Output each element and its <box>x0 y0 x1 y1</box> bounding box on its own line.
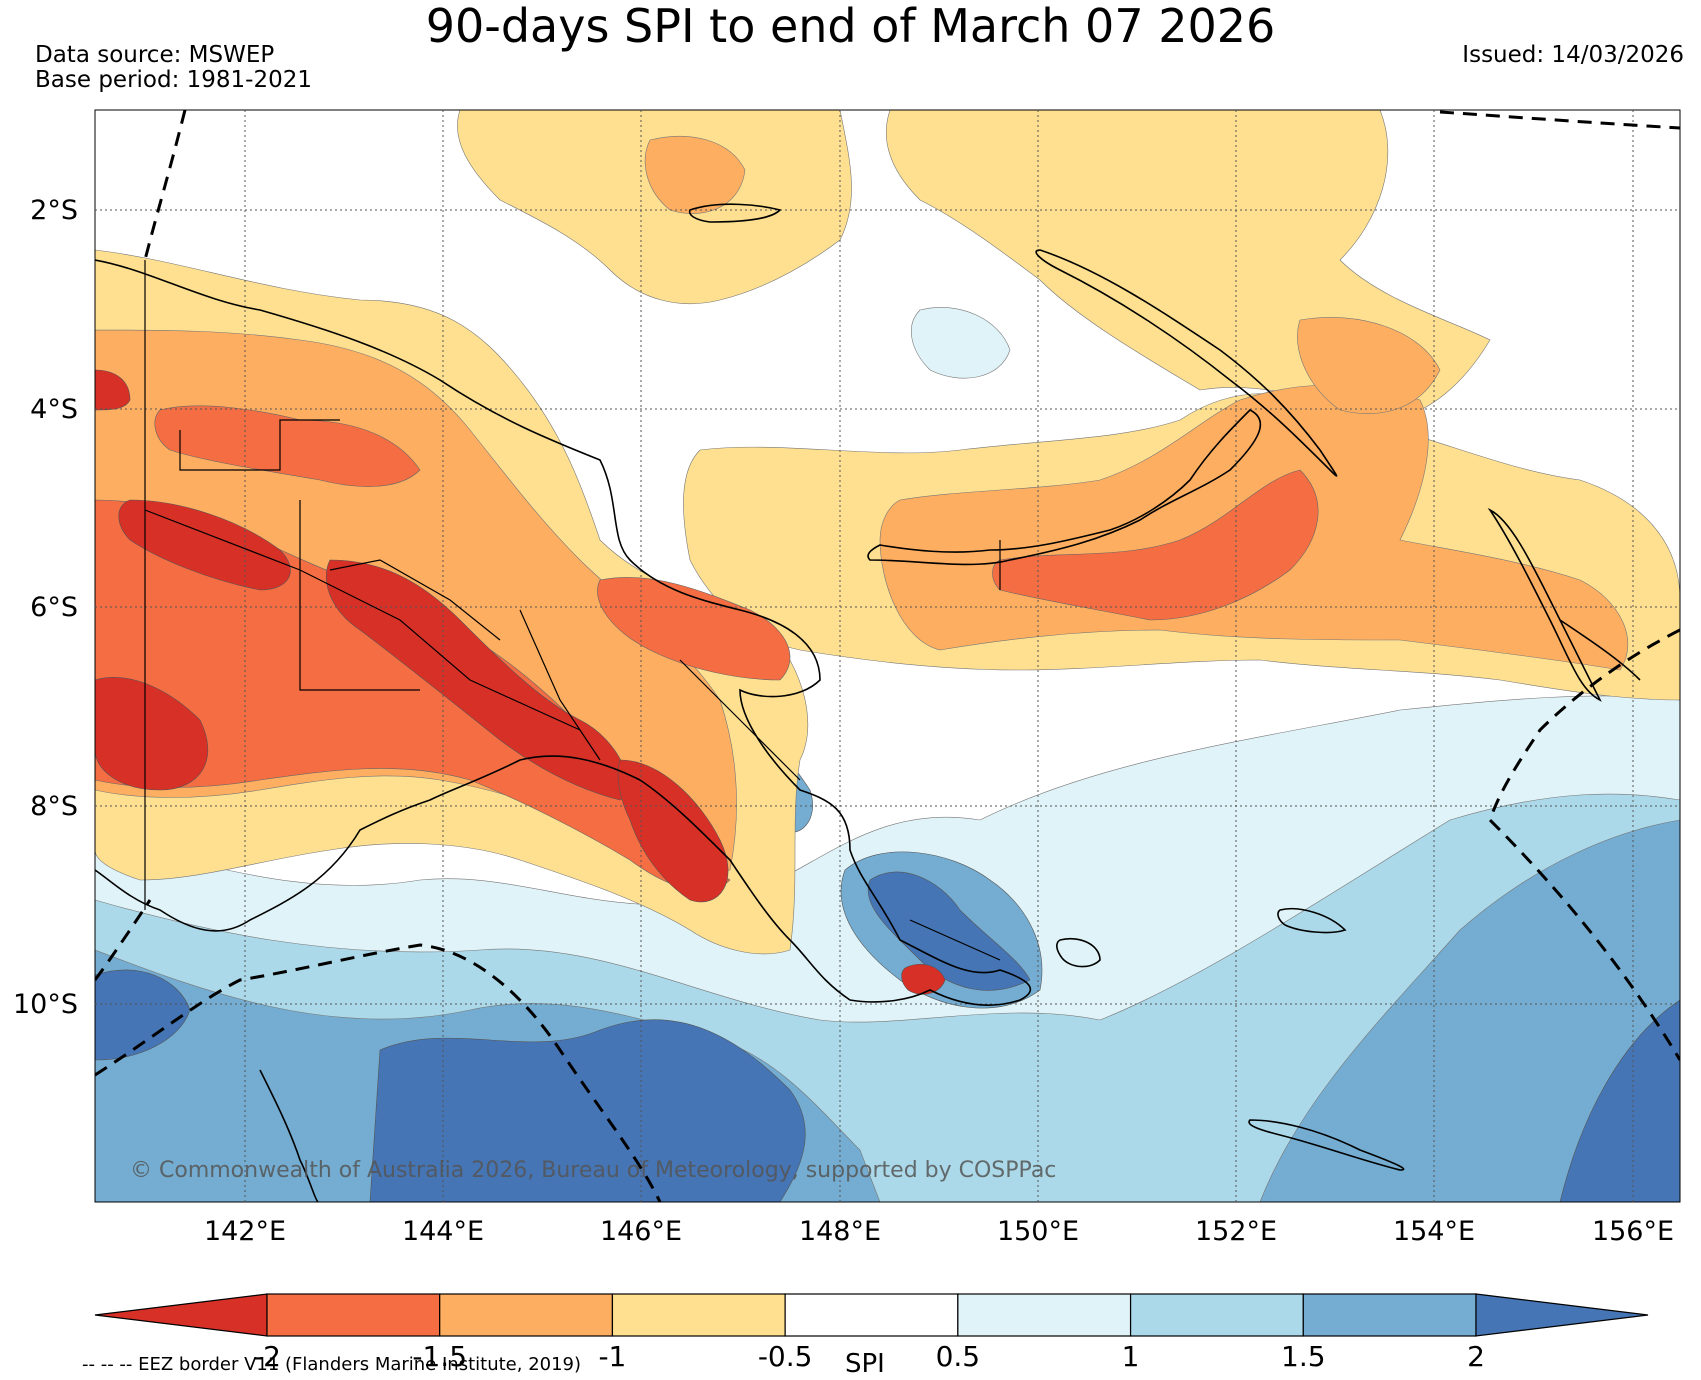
colorbar-swatch <box>957 1293 1132 1337</box>
lon-label: 142°E <box>204 1216 286 1247</box>
lat-label: 4°S <box>30 394 78 425</box>
dry-region-west-4b <box>118 499 291 591</box>
dry-region-west-3b <box>154 405 421 487</box>
spi-field <box>95 110 1680 1202</box>
dry-region-north-3 <box>644 135 746 214</box>
coastline-new-guinea-north <box>95 259 1032 1006</box>
dry-region-east-3 <box>992 469 1319 621</box>
base-period-label: Base period: 1981-2021 <box>35 67 313 93</box>
colorbar-swatches <box>94 1293 1649 1337</box>
colorbar-swatch <box>611 1293 786 1337</box>
colorbar-tick-label: 2 <box>1467 1340 1485 1373</box>
dry-region-west-4c <box>95 369 131 411</box>
dry-region-central-4b <box>617 759 729 903</box>
colorbar-ticks: -2 -1.5 -1 -0.5 0.5 1 1.5 2 <box>253 1340 1485 1373</box>
colorbar-swatch <box>784 1293 959 1337</box>
colorbar-tick-label: 1.5 <box>1281 1340 1326 1373</box>
dry-region-central-3 <box>597 577 791 681</box>
colorbar-swatch <box>1302 1293 1477 1337</box>
wet-region-southeast-3 <box>1259 819 1680 1202</box>
coastline-bougainville <box>1487 507 1602 702</box>
wet-region-south-4 <box>369 1019 806 1202</box>
lat-label: 8°S <box>30 791 78 822</box>
colorbar-tick-label: -0.5 <box>758 1340 813 1373</box>
issued-date-label: Issued: 14/03/2026 <box>1462 42 1684 68</box>
coastline-new-britain <box>867 409 1262 566</box>
country-borders <box>144 260 1001 961</box>
wet-region-milne-core <box>867 871 1031 991</box>
coastlines <box>95 203 1641 1202</box>
eez-border-west <box>143 110 187 261</box>
lat-label: 10°S <box>13 989 78 1020</box>
dry-region-milne-4 <box>901 964 946 995</box>
colorbar-swatch <box>94 1293 268 1337</box>
coastline-manus <box>688 203 782 223</box>
coastline-new-ireland <box>1035 249 1338 477</box>
colorbar-tick-label: -2 <box>253 1340 281 1373</box>
lon-label: 150°E <box>997 1216 1079 1247</box>
lon-label: 144°E <box>402 1216 484 1247</box>
lon-label: 146°E <box>600 1216 682 1247</box>
eez-borders <box>95 110 1680 1202</box>
colorbar-swatch <box>1129 1293 1304 1337</box>
map-title: 90-days SPI to end of March 07 2026 <box>425 0 1276 53</box>
eez-border-southwest <box>95 943 662 1202</box>
colorbar-swatch <box>266 1293 441 1337</box>
latitude-labels: 2°S 4°S 6°S 8°S 10°S <box>13 195 78 1020</box>
wet-region-north <box>911 307 1011 379</box>
colorbar-tick-label: 1 <box>1122 1340 1140 1373</box>
coastline-louisiade <box>1248 1119 1405 1171</box>
coastline-solomon-north <box>1559 619 1641 681</box>
colorbar-tick-label: 0.5 <box>936 1340 981 1373</box>
longitude-labels: 142°E 144°E 146°E 148°E 150°E 152°E 154°… <box>204 1216 1674 1247</box>
coastline-goodenough <box>1056 938 1101 968</box>
lat-label: 6°S <box>30 592 78 623</box>
colorbar-label: SPI <box>845 1349 885 1379</box>
colorbar-tick-label: -1 <box>598 1340 626 1373</box>
map-frame <box>94 109 1681 1203</box>
eez-border-east <box>1488 628 1680 1061</box>
eez-legend-note: -- -- -- EEZ border V11 (Flanders Marine… <box>82 1354 582 1375</box>
province-boundaries <box>144 419 1001 961</box>
copyright-notice: © Commonwealth of Australia 2026, Bureau… <box>130 1158 1056 1183</box>
eez-border-southwest-2 <box>95 899 152 981</box>
colorbar-swatch <box>1475 1293 1649 1337</box>
wet-region-se-4 <box>1559 999 1680 1202</box>
dry-region-central-4 <box>326 559 629 801</box>
lon-label: 148°E <box>799 1216 881 1247</box>
coastline-cape-york <box>259 1069 319 1202</box>
lon-label: 152°E <box>1195 1216 1277 1247</box>
eez-border-northeast <box>1439 110 1680 130</box>
lon-label: 156°E <box>1592 1216 1674 1247</box>
colorbar-swatch <box>439 1293 614 1337</box>
dry-region-ne-2 <box>1297 317 1441 414</box>
data-source-label: Data source: MSWEP <box>35 42 275 68</box>
dry-region-north-2 <box>457 110 852 305</box>
coastline-trobriand <box>1277 907 1347 934</box>
colorbar-tick-label: -1.5 <box>412 1340 467 1373</box>
lat-label: 2°S <box>30 195 78 226</box>
lon-label: 154°E <box>1393 1216 1475 1247</box>
dry-region-west-4 <box>95 677 209 791</box>
